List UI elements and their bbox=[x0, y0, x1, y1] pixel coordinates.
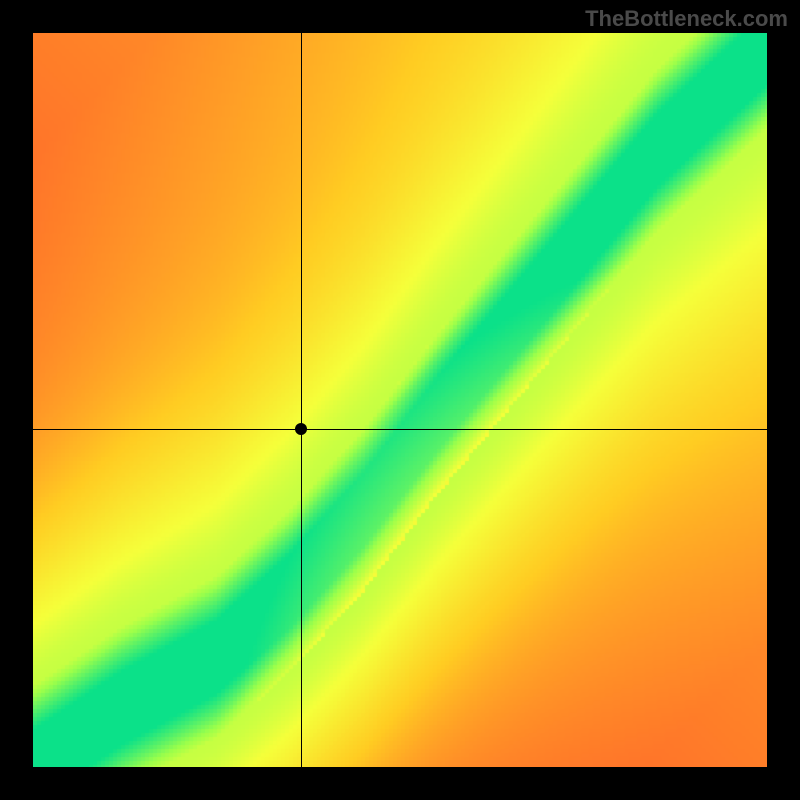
heatmap-plot bbox=[33, 33, 767, 767]
watermark-text: TheBottleneck.com bbox=[585, 6, 788, 32]
data-point-marker bbox=[295, 423, 307, 435]
heatmap-canvas bbox=[33, 33, 767, 767]
crosshair-vertical bbox=[301, 33, 302, 767]
crosshair-horizontal bbox=[33, 429, 767, 430]
